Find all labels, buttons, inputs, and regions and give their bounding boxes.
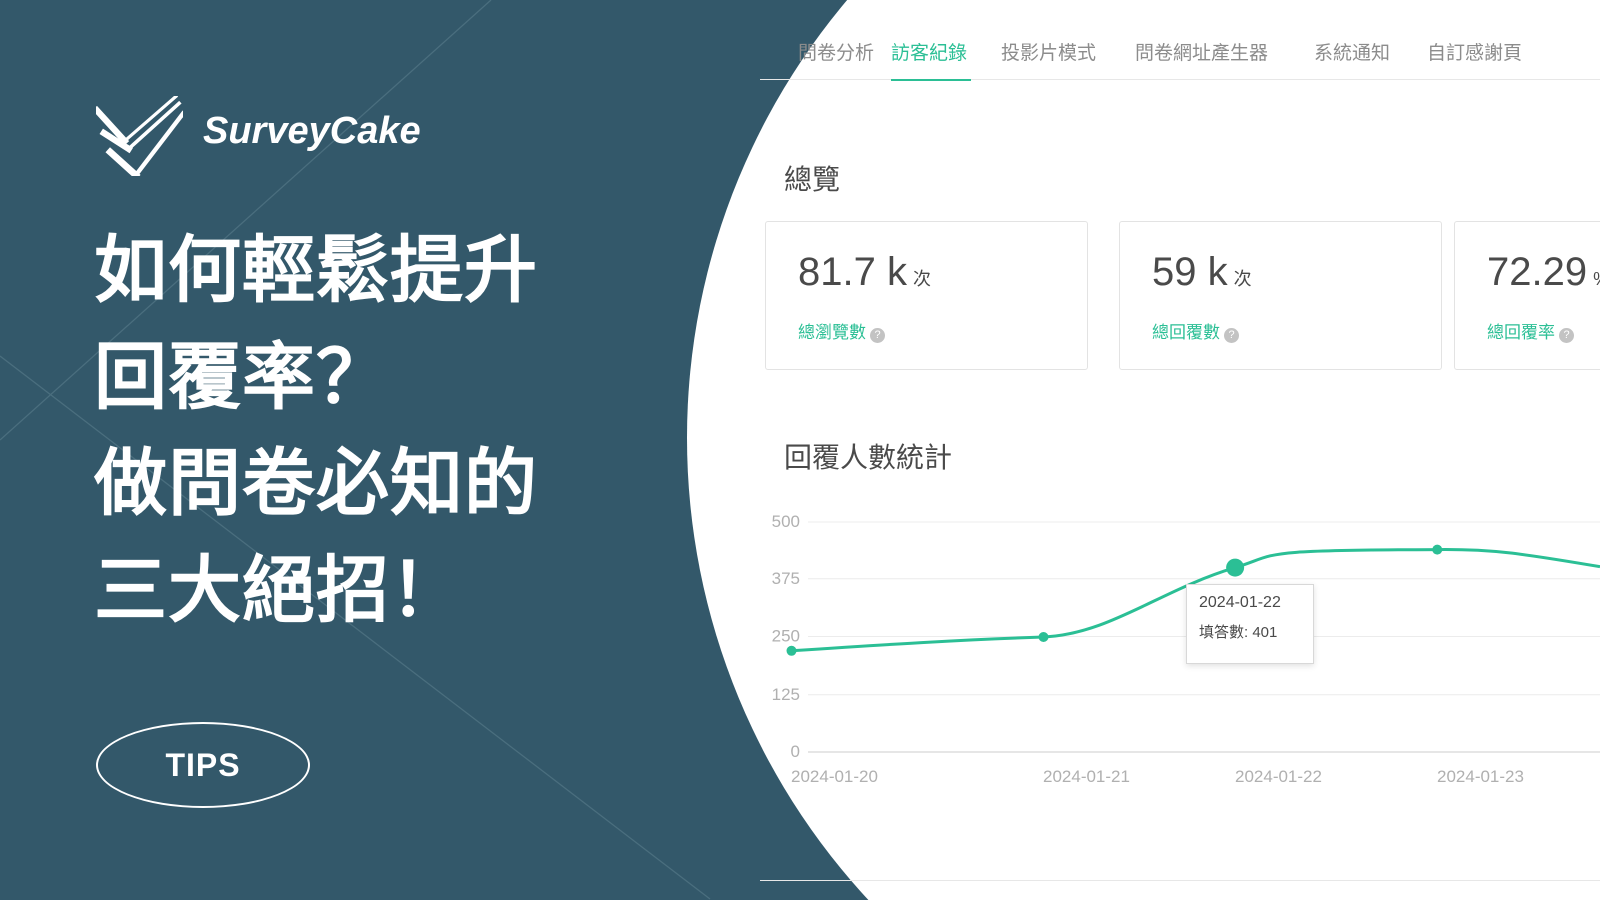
svg-text:375: 375 [772, 569, 800, 588]
svg-text:250: 250 [772, 627, 800, 646]
svg-text:2024-01-22: 2024-01-22 [1235, 767, 1322, 786]
svg-text:0: 0 [791, 742, 800, 761]
svg-text:2024-01-20: 2024-01-20 [791, 767, 878, 786]
svg-text:500: 500 [772, 512, 800, 531]
svg-text:125: 125 [772, 685, 800, 704]
svg-text:2024-01-21: 2024-01-21 [1043, 767, 1130, 786]
svg-text:2024-01-23: 2024-01-23 [1437, 767, 1524, 786]
